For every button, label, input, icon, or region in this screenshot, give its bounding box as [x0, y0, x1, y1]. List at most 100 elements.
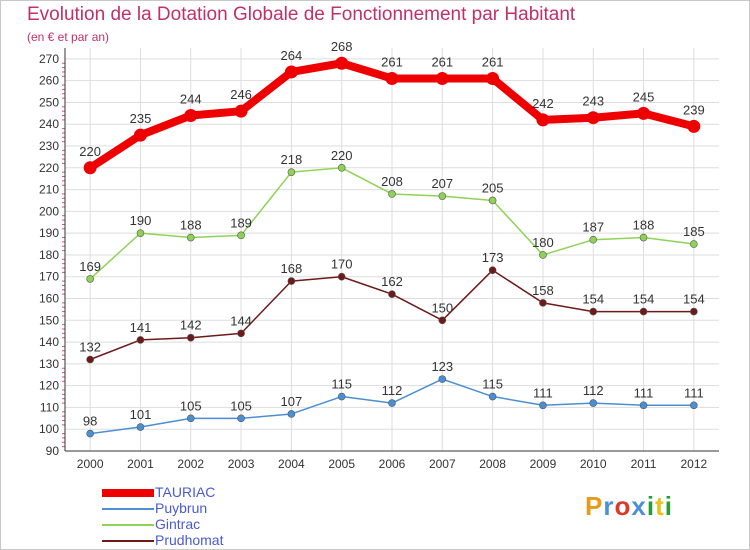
- data-point: [86, 429, 94, 438]
- data-label: 111: [634, 385, 654, 400]
- logo-letter: i: [664, 491, 673, 521]
- data-label: 112: [583, 383, 604, 398]
- legend-swatch-prudhomat: [102, 540, 154, 542]
- y-tick-label: 240: [39, 117, 59, 131]
- logo-letter: t: [655, 491, 665, 521]
- y-tick-label: 250: [39, 95, 59, 109]
- x-tick-label: 2012: [680, 457, 707, 471]
- data-point: [639, 233, 648, 242]
- data-point: [133, 128, 147, 142]
- data-point: [435, 71, 449, 85]
- data-label: 162: [381, 274, 403, 289]
- logo-letter: x: [631, 491, 647, 521]
- data-point: [287, 277, 296, 285]
- data-label: 185: [683, 224, 705, 239]
- data-point: [184, 109, 198, 123]
- data-point: [337, 272, 346, 281]
- data-point: [186, 233, 195, 242]
- x-tick-label: 2007: [429, 457, 456, 471]
- data-point: [388, 399, 396, 407]
- data-label: 98: [83, 414, 97, 429]
- logo-letter: P: [585, 491, 604, 521]
- data-label: 244: [180, 92, 202, 107]
- x-tick-label: 2000: [77, 457, 104, 471]
- data-point: [237, 414, 245, 423]
- data-point: [237, 329, 245, 338]
- data-label: 168: [281, 261, 303, 276]
- x-tick-label: 2005: [328, 457, 355, 471]
- data-label: 105: [230, 398, 252, 413]
- data-point: [539, 251, 547, 259]
- data-label: 112: [382, 383, 403, 398]
- legend-label-tauriac: TAURIAC: [155, 484, 216, 500]
- data-point: [237, 231, 245, 240]
- legend-swatch-puybrun: [102, 508, 154, 510]
- y-tick-label: 150: [39, 313, 59, 327]
- data-label: 150: [431, 300, 453, 315]
- data-point: [287, 410, 296, 418]
- data-label: 189: [230, 215, 252, 230]
- data-label: 264: [281, 48, 303, 63]
- y-tick-label: 220: [39, 161, 59, 175]
- x-tick-label: 2011: [631, 457, 657, 471]
- data-label: 158: [532, 283, 554, 298]
- y-tick-label: 200: [39, 204, 59, 218]
- data-point: [388, 190, 396, 198]
- data-point: [86, 275, 94, 283]
- y-tick-label: 100: [39, 422, 59, 436]
- data-point: [186, 414, 195, 423]
- data-point: [337, 392, 346, 401]
- y-tick-label: 140: [39, 335, 59, 349]
- data-point: [86, 355, 94, 364]
- data-point: [488, 266, 497, 274]
- data-label: 154: [633, 292, 655, 307]
- data-label: 141: [130, 320, 152, 335]
- data-point: [136, 423, 145, 431]
- data-point: [488, 196, 497, 205]
- proxiti-logo: Proxiti: [585, 491, 673, 522]
- logo-letter: r: [603, 491, 615, 521]
- y-tick-label: 190: [39, 226, 59, 240]
- data-label: 115: [482, 377, 503, 392]
- data-point: [486, 71, 500, 85]
- y-tick-label: 180: [39, 248, 59, 262]
- data-label: 169: [79, 259, 101, 274]
- data-point: [589, 307, 598, 316]
- data-point: [136, 229, 145, 237]
- data-point: [589, 399, 598, 407]
- x-tick-label: 2009: [530, 457, 557, 471]
- data-label: 243: [582, 94, 604, 109]
- legend-swatch-gintrac: [102, 524, 154, 526]
- data-label: 115: [331, 377, 352, 392]
- data-label: 239: [683, 102, 705, 117]
- data-point: [589, 235, 598, 244]
- data-label: 142: [180, 318, 202, 333]
- data-label: 173: [482, 250, 504, 265]
- data-point: [539, 299, 547, 307]
- x-tick-label: 2004: [278, 457, 305, 471]
- data-label: 235: [130, 111, 152, 126]
- data-point: [488, 392, 497, 401]
- data-label: 242: [532, 96, 554, 111]
- data-point: [639, 401, 648, 410]
- data-point: [83, 161, 97, 175]
- data-label: 180: [532, 235, 554, 250]
- y-tick-label: 160: [39, 292, 59, 306]
- x-tick-label: 2002: [177, 457, 204, 471]
- logo-letter: i: [646, 491, 656, 521]
- data-point: [637, 106, 651, 120]
- data-label: 246: [230, 87, 252, 102]
- data-point: [287, 168, 296, 176]
- data-point: [690, 307, 698, 316]
- x-tick-label: 2003: [228, 457, 255, 471]
- data-label: 208: [381, 174, 403, 189]
- data-point: [539, 401, 547, 410]
- x-tick-label: 2008: [479, 457, 506, 471]
- data-label: 132: [79, 340, 101, 355]
- y-tick-label: 230: [39, 139, 59, 153]
- data-point: [536, 113, 550, 127]
- data-label: 170: [331, 257, 353, 272]
- data-label: 111: [533, 385, 553, 400]
- data-label: 261: [482, 54, 504, 69]
